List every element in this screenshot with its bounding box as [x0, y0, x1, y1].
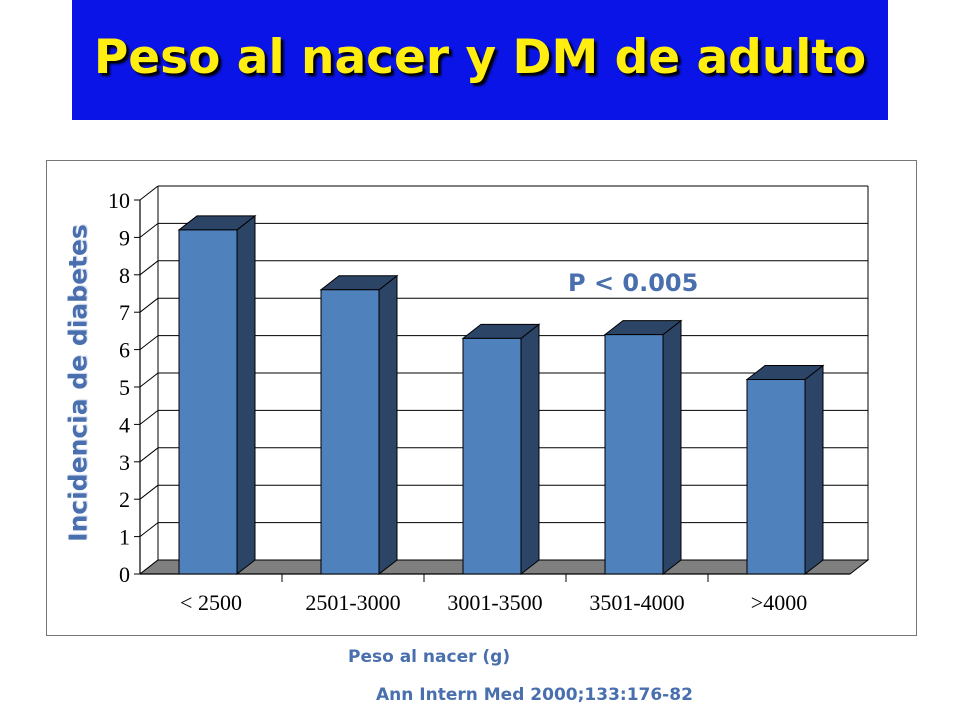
slide-title: Peso al nacer y DM de adulto [93, 30, 867, 85]
side-gridline [139, 335, 159, 350]
bar-side [662, 319, 682, 576]
y-tick-label: 5 [119, 375, 130, 400]
bar [320, 289, 380, 575]
y-tick-label: 2 [119, 487, 130, 512]
x-tick-label: >4000 [751, 590, 807, 615]
x-tick-label: 2501-3000 [305, 590, 400, 615]
y-tick-label: 0 [119, 562, 130, 587]
y-tick-label: 4 [119, 412, 130, 437]
bar [604, 334, 664, 575]
bar [746, 379, 806, 575]
bar-side [804, 364, 824, 576]
y-tick-label: 1 [119, 525, 130, 550]
bar-side [378, 274, 398, 576]
y-axis-title: Incidencia de diabetes [63, 224, 93, 542]
bars [177, 214, 825, 576]
y-tick-label: 6 [119, 338, 130, 363]
side-gridline [139, 185, 159, 201]
x-axis-title: Peso al nacer (g) [348, 647, 511, 667]
tick-labels: 0 1 2 3 4 5 6 7 8 9 10 < 2500 2501-3000 3001-3500 3501… [108, 188, 807, 615]
y-tick-label: 9 [119, 225, 130, 250]
side-gridline [139, 447, 159, 463]
side-gridline [139, 297, 159, 313]
y-tick-label: 10 [108, 188, 130, 213]
bar [462, 337, 522, 575]
x-tick-label: < 2500 [180, 590, 242, 615]
side-gridline [139, 522, 159, 537]
side-gridline [139, 223, 159, 238]
side-gridline [139, 372, 159, 388]
side-gridline [139, 410, 159, 425]
y-tick-label: 3 [119, 450, 130, 475]
x-tick-label: 3001-3500 [447, 590, 542, 615]
title-banner: Peso al nacer y DM de adulto [72, 0, 888, 120]
bar-side [236, 214, 256, 576]
y-tick-label: 8 [119, 263, 130, 288]
p-value-annotation: P < 0.005 [568, 269, 698, 297]
citation: Ann Intern Med 2000;133:176-82 [376, 685, 693, 705]
side-gridline [139, 484, 159, 500]
y-tick-label: 7 [119, 300, 130, 325]
bar [178, 229, 238, 575]
side-gridline [139, 260, 159, 276]
x-tick-label: 3501-4000 [589, 590, 684, 615]
bar-side [520, 323, 540, 576]
